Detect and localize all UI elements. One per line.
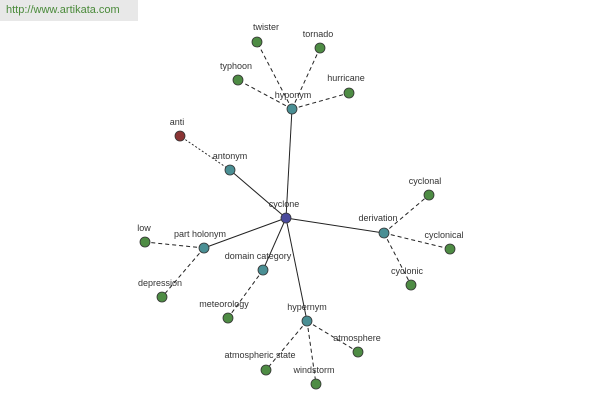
edge [262, 217, 287, 271]
node [222, 312, 234, 324]
node [444, 243, 456, 255]
node [310, 378, 322, 390]
node-label: tornado [303, 29, 334, 39]
nodes: cyclone hyponym twister tornado typhoon hurri… [137, 22, 464, 390]
node [260, 364, 272, 376]
edge [265, 320, 308, 371]
node-label: windstorm [292, 365, 334, 375]
node [257, 264, 269, 276]
node [224, 164, 236, 176]
node [343, 87, 355, 99]
node-label: hyponym [275, 90, 312, 100]
node-label: part holonym [174, 229, 226, 239]
node-label: cyclonic [391, 266, 424, 276]
node [314, 42, 326, 54]
node [174, 130, 186, 142]
node-label: typhoon [220, 61, 252, 71]
node [352, 346, 364, 358]
node [251, 36, 263, 48]
node [139, 236, 151, 248]
edge [306, 320, 317, 385]
node [156, 291, 168, 303]
edge [237, 79, 293, 110]
node-label: atmosphere [333, 333, 381, 343]
edge [229, 169, 287, 219]
node-label: anti [170, 117, 185, 127]
node-label: cyclonal [409, 176, 442, 186]
edge [291, 92, 350, 110]
edge [161, 247, 205, 298]
node [423, 189, 435, 201]
node-label: meteorology [199, 299, 249, 309]
node-label: cyclone [269, 199, 300, 209]
node-label: depression [138, 278, 182, 288]
node [378, 227, 390, 239]
edge [285, 108, 293, 219]
node-label: hypernym [287, 302, 327, 312]
edge [285, 217, 308, 322]
node [405, 279, 417, 291]
edge [203, 217, 287, 249]
node-label: hurricane [327, 73, 365, 83]
node-label: low [137, 223, 151, 233]
edge [227, 269, 264, 319]
node-label: derivation [358, 213, 397, 223]
edge [383, 232, 412, 286]
edge [144, 241, 205, 249]
node [286, 103, 298, 115]
edge [256, 41, 293, 110]
node-label: antonym [213, 151, 248, 161]
node-label: domain category [225, 251, 292, 261]
edge [306, 320, 359, 353]
node-label: cyclonical [424, 230, 463, 240]
edge [383, 194, 430, 234]
edge [285, 217, 385, 234]
node [301, 315, 313, 327]
node [198, 242, 210, 254]
edge [383, 232, 451, 250]
node [232, 74, 244, 86]
node-label: atmospheric state [224, 350, 295, 360]
node [280, 212, 292, 224]
site-url: http://www.artikata.com [0, 0, 138, 21]
edges [144, 41, 451, 385]
node-label: twister [253, 22, 279, 32]
